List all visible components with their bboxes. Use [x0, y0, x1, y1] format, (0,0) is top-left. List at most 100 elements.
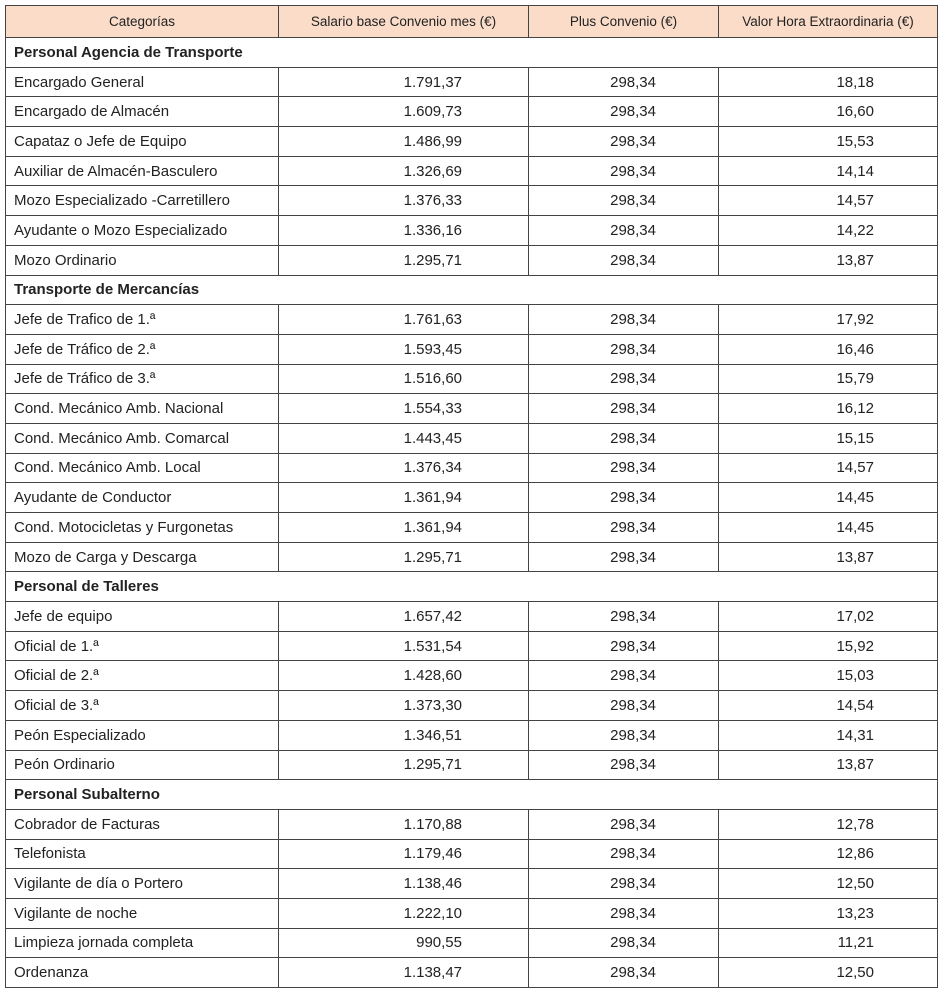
value-cell: 13,87	[718, 541, 938, 573]
data-row: Vigilante de día o Portero 1.138,46 298,34…	[5, 868, 938, 899]
value-cell: 1.138,46	[278, 868, 529, 899]
value-cell: 12,86	[718, 838, 938, 870]
data-row: Vigilante de noche 1.222,10 298,34 13,23	[5, 897, 938, 929]
value-cell: 1.761,63	[278, 304, 529, 335]
value-cell: 16,60	[718, 96, 938, 128]
header-row: Categorías Salario base Convenio mes (€) P…	[5, 5, 938, 38]
category-cell: Ayudante de Conductor	[5, 482, 279, 513]
data-row: Cond. Mecánico Amb. Nacional 1.554,33 298,…	[5, 393, 938, 424]
value-cell: 298,34	[528, 66, 719, 98]
data-row: Cobrador de Facturas 1.170,88 298,34 12,78	[5, 808, 938, 840]
section-row: Personal de Talleres	[5, 571, 938, 603]
section-title: Personal Subalterno	[5, 779, 938, 810]
value-cell: 298,34	[528, 868, 719, 899]
value-cell: 1.361,94	[278, 512, 529, 543]
category-cell: Encargado de Almacén	[5, 96, 279, 128]
data-row: Mozo Especializado -Carretillero 1.376,33…	[5, 185, 938, 217]
data-row: Ayudante de Conductor 1.361,94 298,34 14,45	[5, 482, 938, 513]
data-row: Oficial de 2.ª 1.428,60 298,34 15,03	[5, 660, 938, 692]
value-cell: 12,50	[718, 957, 938, 988]
value-cell: 16,12	[718, 393, 938, 424]
category-cell: Cond. Mecánico Amb. Nacional	[5, 393, 279, 424]
value-cell: 1.170,88	[278, 808, 529, 840]
value-cell: 298,34	[528, 927, 719, 959]
value-cell: 1.361,94	[278, 482, 529, 513]
value-cell: 1.376,33	[278, 185, 529, 217]
data-row: Limpieza jornada completa 990,55 298,34 11,…	[5, 927, 938, 959]
category-cell: Cobrador de Facturas	[5, 808, 279, 840]
data-row: Oficial de 3.ª 1.373,30 298,34 14,54	[5, 690, 938, 721]
value-cell: 15,79	[718, 363, 938, 395]
category-cell: Telefonista	[5, 838, 279, 870]
category-cell: Cond. Mecánico Amb. Comarcal	[5, 422, 279, 454]
category-cell: Oficial de 3.ª	[5, 690, 279, 721]
value-cell: 298,34	[528, 749, 719, 781]
value-cell: 14,22	[718, 215, 938, 246]
value-cell: 1.295,71	[278, 749, 529, 781]
category-cell: Jefe de Tráfico de 2.ª	[5, 333, 279, 365]
category-cell: Jefe de Tráfico de 3.ª	[5, 363, 279, 395]
value-cell: 13,87	[718, 749, 938, 781]
value-cell: 298,34	[528, 126, 719, 157]
value-cell: 298,34	[528, 393, 719, 424]
value-cell: 298,34	[528, 541, 719, 573]
value-cell: 298,34	[528, 304, 719, 335]
data-row: Jefe de equipo 1.657,42 298,34 17,02	[5, 601, 938, 632]
value-cell: 1.138,47	[278, 957, 529, 988]
value-cell: 14,54	[718, 690, 938, 721]
data-row: Cond. Motocicletas y Furgonetas 1.361,94 2…	[5, 512, 938, 543]
data-row: Cond. Mecánico Amb. Local 1.376,34 298,34 1…	[5, 452, 938, 484]
data-row: Encargado General 1.791,37 298,34 18,18	[5, 66, 938, 98]
category-cell: Encargado General	[5, 66, 279, 98]
value-cell: 13,23	[718, 897, 938, 929]
value-cell: 298,34	[528, 155, 719, 187]
category-cell: Limpieza jornada completa	[5, 927, 279, 959]
table-body: Personal Agencia de Transporte Encargado …	[5, 37, 938, 988]
category-cell: Peón Especializado	[5, 719, 279, 751]
data-row: Mozo de Carga y Descarga 1.295,71 298,34 13…	[5, 541, 938, 573]
value-cell: 298,34	[528, 660, 719, 692]
value-cell: 1.531,54	[278, 630, 529, 662]
category-cell: Ordenanza	[5, 957, 279, 988]
data-row: Oficial de 1.ª 1.531,54 298,34 15,92	[5, 630, 938, 662]
category-cell: Mozo de Carga y Descarga	[5, 541, 279, 573]
category-cell: Cond. Mecánico Amb. Local	[5, 452, 279, 484]
category-cell: Jefe de Trafico de 1.ª	[5, 304, 279, 335]
value-cell: 14,57	[718, 185, 938, 217]
data-row: Encargado de Almacén 1.609,73 298,34 16,60	[5, 96, 938, 128]
category-cell: Capataz o Jefe de Equipo	[5, 126, 279, 157]
value-cell: 14,45	[718, 482, 938, 513]
data-row: Mozo Ordinario 1.295,71 298,34 13,87	[5, 244, 938, 276]
section-title: Personal de Talleres	[5, 571, 938, 603]
value-cell: 298,34	[528, 363, 719, 395]
data-row: Jefe de Trafico de 1.ª 1.761,63 298,34 17,9…	[5, 304, 938, 335]
value-cell: 13,87	[718, 244, 938, 276]
value-cell: 1.179,46	[278, 838, 529, 870]
category-cell: Vigilante de día o Portero	[5, 868, 279, 899]
category-cell: Vigilante de noche	[5, 897, 279, 929]
value-cell: 18,18	[718, 66, 938, 98]
section-row: Transporte de Mercancías	[5, 274, 938, 306]
value-cell: 990,55	[278, 927, 529, 959]
section-row: Personal Agencia de Transporte	[5, 37, 938, 68]
value-cell: 12,78	[718, 808, 938, 840]
value-cell: 298,34	[528, 96, 719, 128]
value-cell: 1.657,42	[278, 601, 529, 632]
category-cell: Mozo Especializado -Carretillero	[5, 185, 279, 217]
value-cell: 1.486,99	[278, 126, 529, 157]
value-cell: 1.554,33	[278, 393, 529, 424]
category-cell: Ayudante o Mozo Especializado	[5, 215, 279, 246]
value-cell: 15,92	[718, 630, 938, 662]
section-title: Transporte de Mercancías	[5, 274, 938, 306]
value-cell: 1.376,34	[278, 452, 529, 484]
salary-table: Categorías Salario base Convenio mes (€) P…	[5, 5, 938, 988]
value-cell: 11,21	[718, 927, 938, 959]
value-cell: 14,14	[718, 155, 938, 187]
category-cell: Jefe de equipo	[5, 601, 279, 632]
value-cell: 298,34	[528, 185, 719, 217]
value-cell: 12,50	[718, 868, 938, 899]
section-title: Personal Agencia de Transporte	[5, 37, 938, 68]
data-row: Peón Ordinario 1.295,71 298,34 13,87	[5, 749, 938, 781]
data-row: Cond. Mecánico Amb. Comarcal 1.443,45 298,…	[5, 422, 938, 454]
